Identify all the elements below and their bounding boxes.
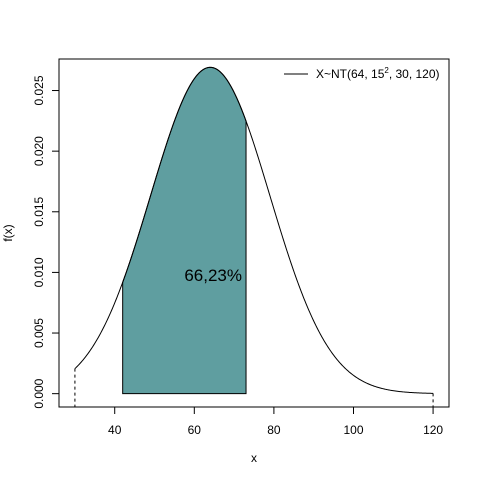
legend-entry: X~NT(64, 152, 30, 120) [316,66,440,81]
y-axis-label: f(x) [1,224,15,241]
y-tick-label: 0.010 [32,257,46,287]
plot-frame [58,58,450,408]
density-curve [74,66,434,394]
x-axis: 40 60 80 100 120 [108,407,443,437]
y-tick-label: 0.005 [32,318,46,348]
y-tick-label: 0.025 [32,75,46,105]
x-axis-label: x [251,451,257,465]
y-tick-label: 0.020 [32,136,46,166]
x-tick-label: 40 [108,423,122,437]
legend: X~NT(64, 152, 30, 120) [284,66,440,81]
legend-superscript: 2 [384,66,389,75]
probability-annotation: 66,23% [184,266,242,285]
x-tick-label: 80 [267,423,281,437]
x-tick-label: 100 [343,423,363,437]
y-axis: 0.000 0.005 0.010 0.015 0.020 0.025 [32,75,59,409]
legend-text-rest: , 30, 120) [389,67,440,81]
x-tick-label: 60 [188,423,202,437]
y-tick-label: 0.015 [32,196,46,226]
x-tick-label: 120 [423,423,443,437]
legend-text-main: X~NT(64, 15 [316,67,385,81]
y-tick-label: 0.000 [32,378,46,408]
